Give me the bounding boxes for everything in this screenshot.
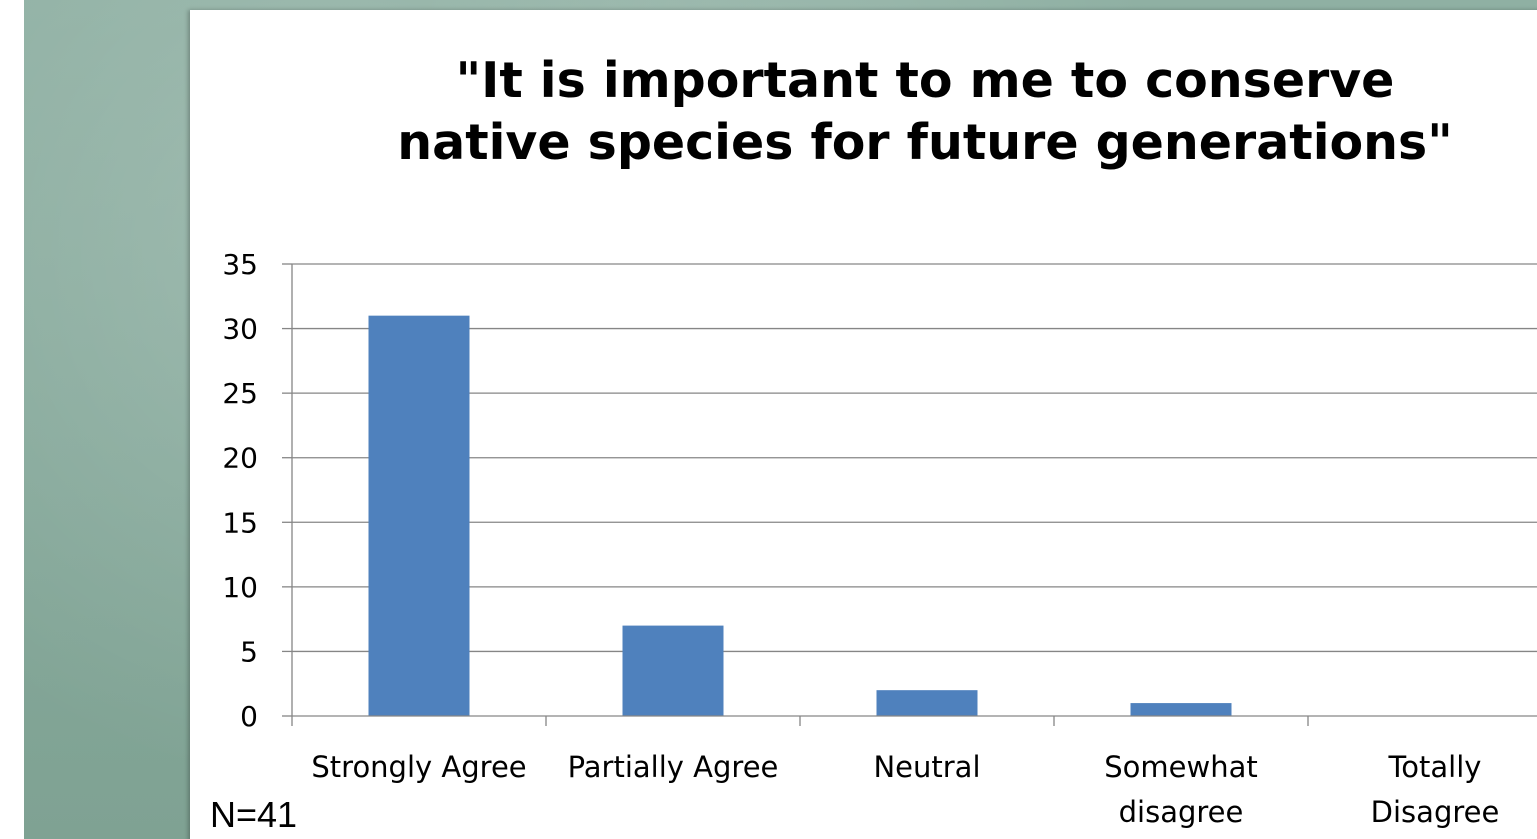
axes	[282, 263, 1537, 726]
y-tick-label: 30	[222, 313, 258, 346]
bars	[368, 315, 1232, 716]
axis-labels: 0 5 10 15 20 25 30 35 Strongly Agree Partially Ag…	[222, 248, 1499, 829]
y-tick-label: 5	[240, 635, 258, 668]
bar	[1130, 703, 1232, 716]
y-tick-label: 15	[222, 506, 258, 539]
y-tick-label: 10	[222, 571, 258, 604]
bar	[368, 315, 470, 716]
x-category-label: Partially Agree	[568, 750, 779, 784]
gridlines	[292, 263, 1537, 653]
chart-title: "It is important to me to conserve nativ…	[397, 52, 1453, 171]
bar	[622, 625, 724, 716]
y-tick-label: 25	[222, 377, 258, 410]
y-tick-label: 35	[222, 248, 258, 281]
x-category-label: Strongly Agree	[311, 750, 526, 784]
x-category-label: Neutral	[873, 750, 980, 784]
y-tick-label: 0	[240, 700, 258, 733]
x-category-label: Totally Disagree	[1371, 750, 1500, 829]
x-category-label: Somewhat disagree	[1104, 750, 1257, 829]
y-tick-label: 20	[222, 442, 258, 475]
sample-size-note: N=41	[210, 794, 298, 835]
bar	[876, 690, 978, 716]
